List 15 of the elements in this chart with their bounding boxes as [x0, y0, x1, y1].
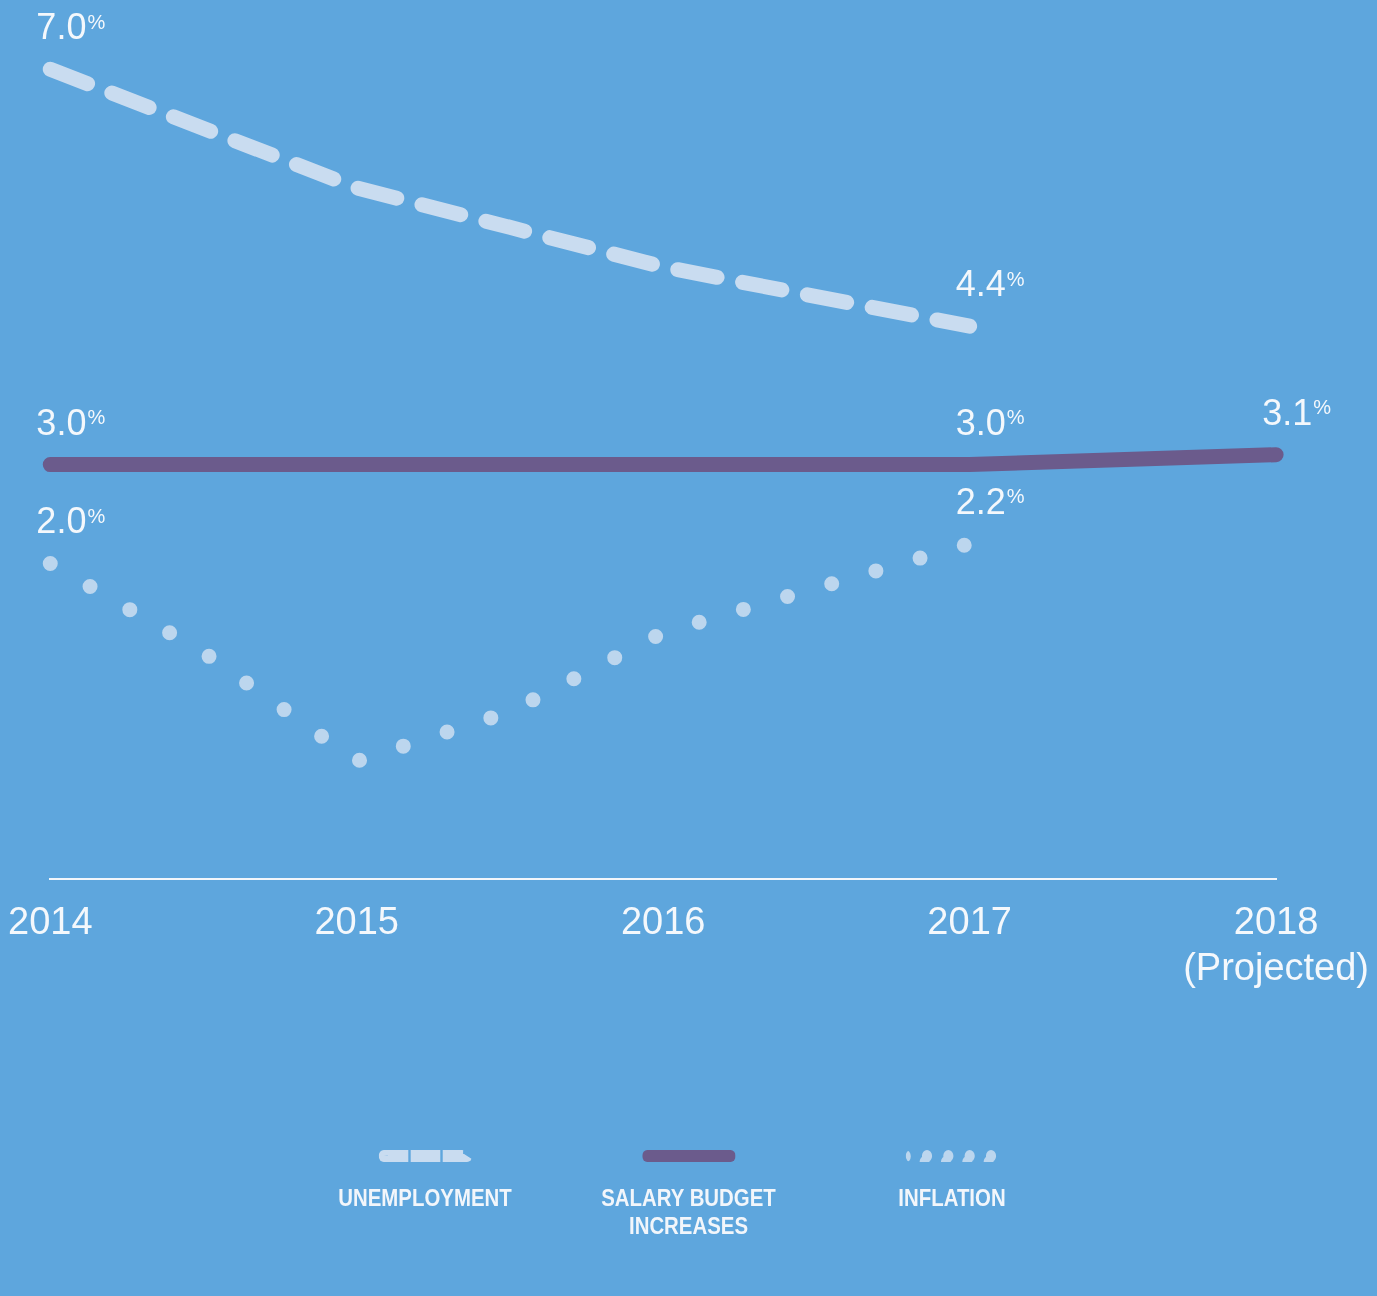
legend-label: SALARY BUDGET INCREASES — [600, 1184, 777, 1240]
legend-label: INFLATION — [898, 1184, 1006, 1212]
data-label: 4.4% — [955, 263, 1025, 305]
data-label: 7.0% — [36, 6, 106, 48]
x-tick-label: 2016 — [620, 900, 706, 943]
x-tick-label: 2017 — [927, 900, 1012, 943]
x-tick-label: 2018 (Projected) — [1183, 900, 1369, 988]
data-label: 3.0% — [36, 401, 106, 443]
data-label: 3.1% — [1262, 391, 1332, 433]
data-label: 3.0% — [955, 401, 1025, 443]
data-label: 2.0% — [36, 500, 106, 542]
data-label: 2.2% — [955, 480, 1025, 522]
legend-label: UNEMPLOYMENT — [338, 1184, 512, 1212]
x-tick-label: 2014 — [7, 900, 93, 943]
x-tick-label: 2015 — [314, 900, 399, 943]
